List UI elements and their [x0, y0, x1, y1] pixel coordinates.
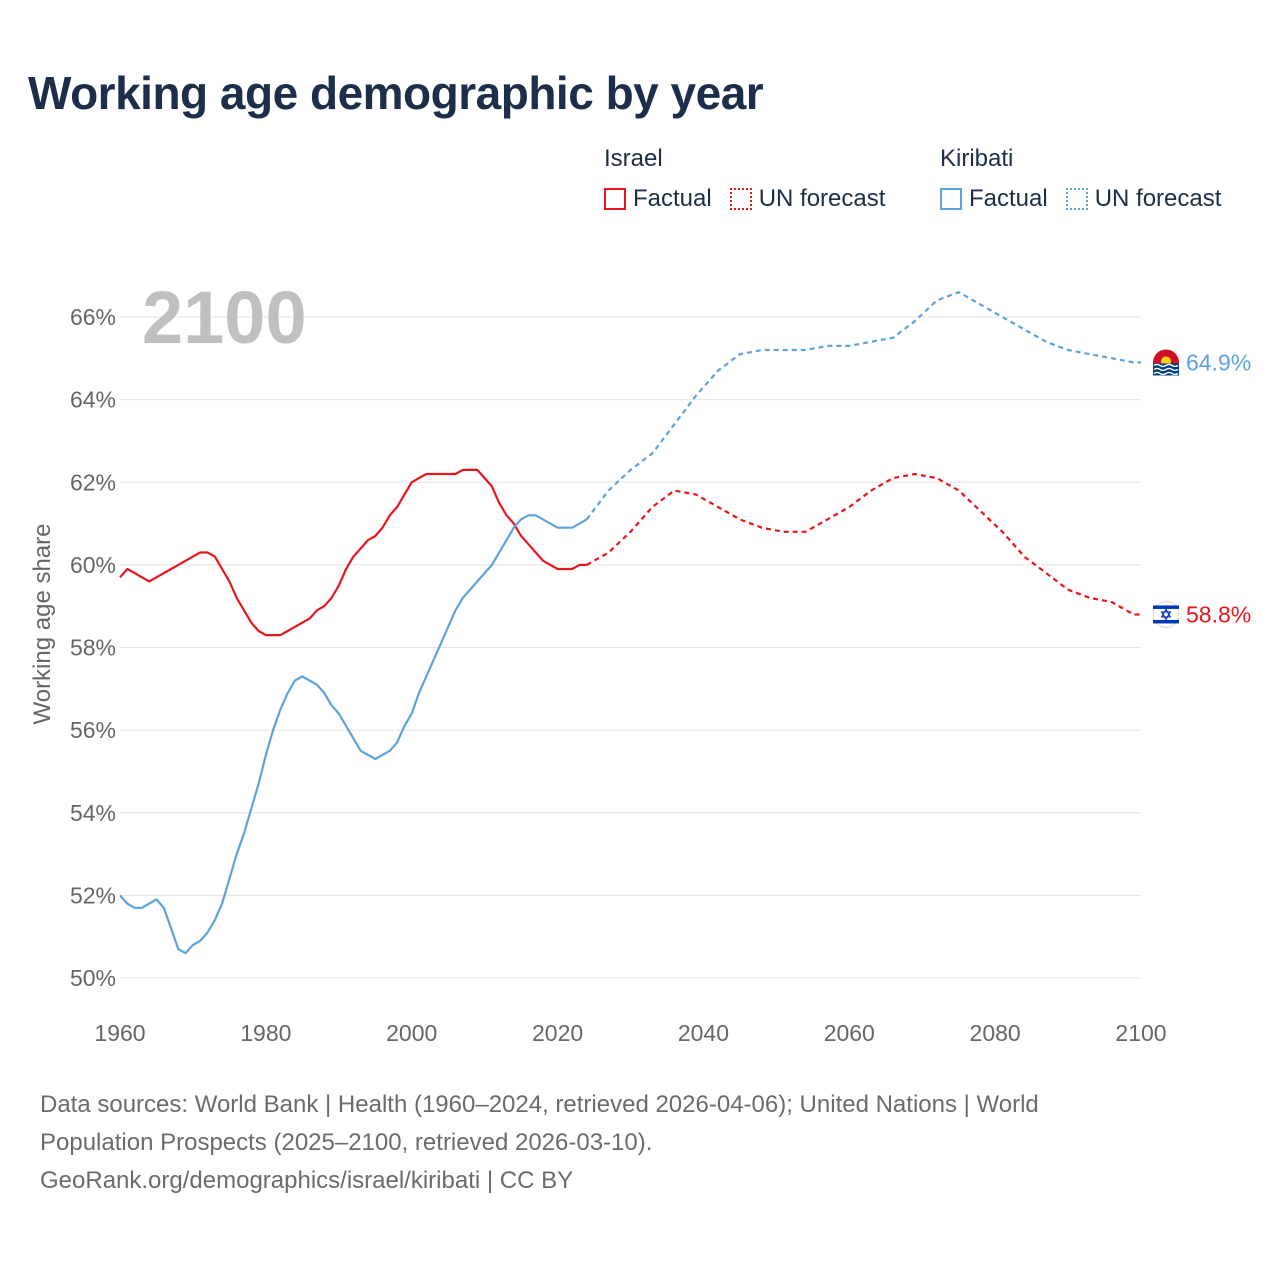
- x-tick-label: 2060: [824, 1020, 875, 1046]
- kiribati-flag-icon: [1153, 349, 1179, 376]
- source-line: Population Prospects (2025–2100, retriev…: [40, 1129, 653, 1156]
- x-tick-label: 2040: [678, 1020, 729, 1046]
- legend-group-label: Israel: [604, 145, 663, 172]
- y-tick-label: 56%: [70, 717, 116, 743]
- x-tick-label: 2000: [386, 1020, 437, 1046]
- legend-item-label: Factual: [969, 185, 1048, 212]
- y-tick-label: 50%: [70, 965, 116, 991]
- kiribati-end-label: 64.9%: [1186, 349, 1251, 375]
- wave-icon: [1153, 367, 1179, 372]
- solid-swatch-icon: [940, 188, 962, 210]
- legend-group-kiribati: Kiribati Factual UN forecast: [940, 145, 1221, 213]
- flag-background: [1152, 600, 1180, 628]
- legend-kiribati-factual[interactable]: Factual: [940, 185, 1048, 213]
- y-tick-label: 62%: [70, 469, 116, 495]
- israel-factual-line: [119, 468, 587, 637]
- legend-israel-forecast[interactable]: UN forecast: [729, 185, 886, 213]
- flag-stripe: [1153, 619, 1179, 624]
- x-tick-label: 2020: [532, 1020, 583, 1046]
- x-tick-label: 1980: [240, 1020, 291, 1046]
- wave-icon: [1153, 363, 1179, 368]
- year-overlay: 2100: [142, 276, 307, 359]
- star-icon: [1160, 611, 1172, 621]
- israel-end-label: 58.8%: [1186, 601, 1251, 627]
- footer: Data sources: World Bank | Health (1960–…: [40, 1086, 1240, 1200]
- y-tick-label: 64%: [70, 387, 116, 413]
- kiribati-factual-line: [119, 514, 588, 955]
- x-tick-label: 2100: [1115, 1020, 1166, 1046]
- y-tick-label: 58%: [70, 635, 116, 661]
- legend-item-label: Factual: [633, 185, 712, 212]
- attribution-link[interactable]: GeoRank.org/demographics/israel/kiribati…: [40, 1167, 574, 1194]
- x-axis: 1960 1980 2000 2020 2040 2060 2080 2100: [94, 1020, 1166, 1046]
- legend-group-label: Kiribati: [940, 145, 1014, 172]
- solid-swatch-icon: [604, 188, 626, 210]
- israel-flag-icon: [1152, 600, 1180, 628]
- x-tick-label: 2080: [970, 1020, 1021, 1046]
- chart-title: Working age demographic by year: [28, 67, 764, 119]
- y-axis: 50% 52% 54% 56% 58% 60% 62% 64% 66%: [70, 304, 116, 991]
- legend-item-label: UN forecast: [1094, 185, 1222, 212]
- y-tick-label: 54%: [70, 800, 116, 826]
- series: [119, 290, 1141, 955]
- grid: [120, 316, 1141, 979]
- y-tick-label: 52%: [70, 882, 116, 908]
- wave-icon: [1153, 371, 1179, 376]
- line-chart: 2100 50% 52% 54% 56% 58% 60% 62% 64% 66% 1960 198…: [29, 276, 1251, 1046]
- legend-group-israel: Israel Factual UN forecast: [604, 145, 903, 213]
- source-line: Data sources: World Bank | Health (1960–…: [40, 1091, 1039, 1118]
- y-tick-label: 66%: [70, 304, 116, 330]
- legend-kiribati-forecast[interactable]: UN forecast: [1065, 185, 1222, 213]
- y-axis-label: Working age share: [29, 524, 56, 725]
- kiribati-forecast-line: [585, 290, 1141, 521]
- legend-item-label: UN forecast: [758, 185, 886, 212]
- flag-stripe: [1153, 605, 1179, 609]
- legend-israel-factual[interactable]: Factual: [604, 185, 712, 213]
- israel-forecast-line: [586, 472, 1141, 616]
- star-icon: [1160, 608, 1172, 618]
- x-tick-label: 1960: [94, 1020, 145, 1046]
- end-labels: 58.8% 64.9%: [1152, 349, 1251, 628]
- dotted-swatch-icon: [729, 188, 752, 210]
- y-tick-label: 60%: [70, 552, 116, 578]
- dotted-swatch-icon: [1065, 188, 1088, 210]
